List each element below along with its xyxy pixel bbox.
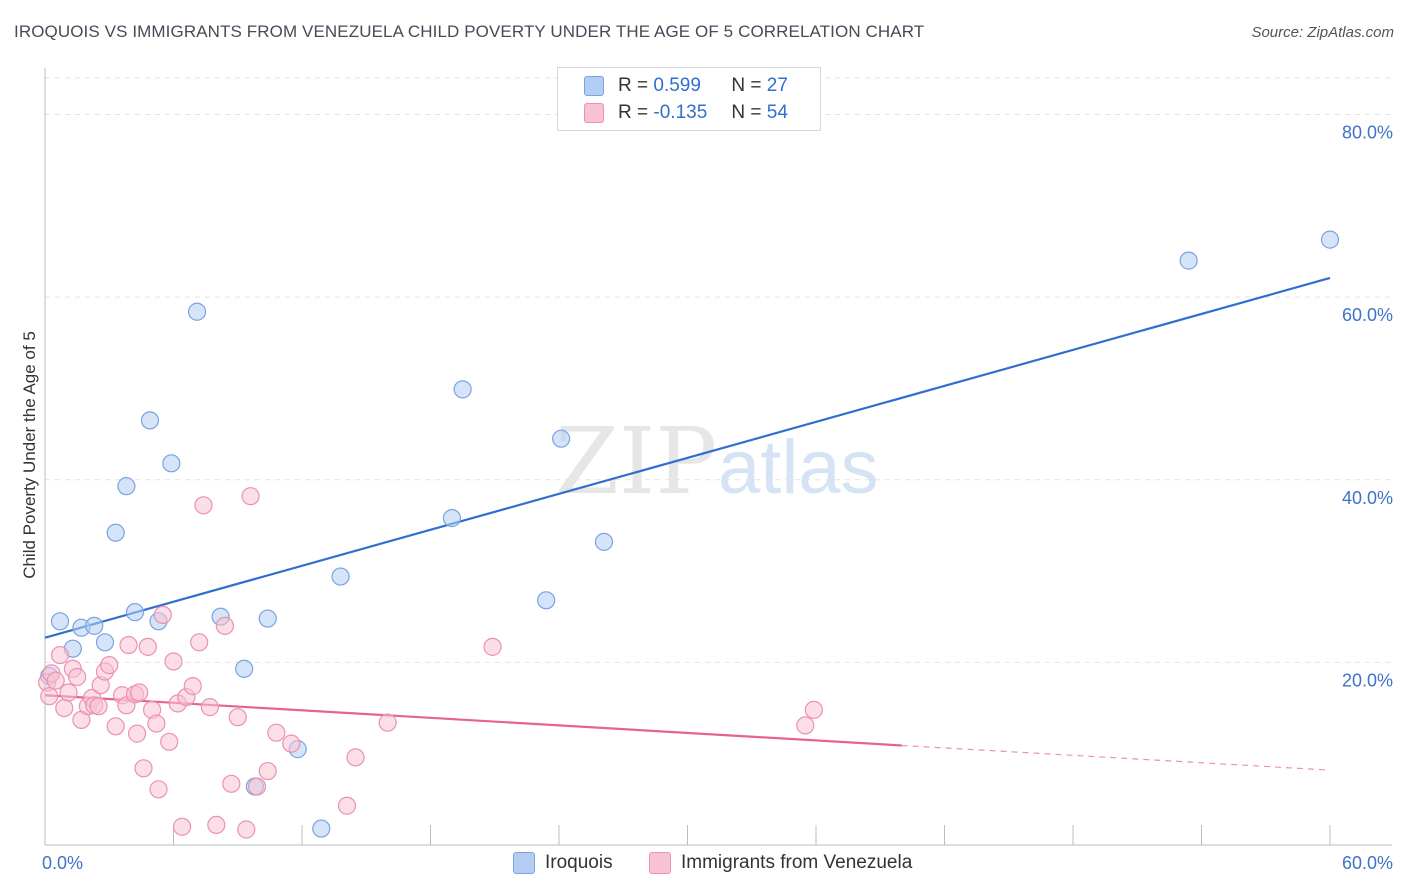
venezuela-point <box>50 645 70 665</box>
venezuela-point <box>228 708 247 727</box>
iroquois-point <box>594 532 614 551</box>
venezuela-point <box>100 656 119 675</box>
venezuela-point <box>160 732 179 751</box>
venezuela-point <box>237 820 256 839</box>
y-tick-label: 60.0% <box>1342 305 1393 325</box>
iroquois-trend-line <box>44 276 1331 639</box>
venezuela-point <box>241 487 260 506</box>
venezuela-point <box>153 605 172 625</box>
venezuela-point <box>200 698 220 717</box>
watermark-zip: ZIP <box>555 408 717 515</box>
venezuela-point <box>282 734 301 753</box>
venezuela-point <box>134 759 153 778</box>
legend-label-iroquois: Iroquois <box>545 852 613 873</box>
axes <box>44 68 1392 846</box>
source-label: Source: ZipAtlas.com <box>1251 24 1394 41</box>
trend-lines <box>44 276 1331 771</box>
n-label: N = <box>731 75 762 96</box>
venezuela-point <box>55 698 74 718</box>
legend-swatch-iroquois <box>513 852 535 874</box>
iroquois-point <box>117 477 136 496</box>
iroquois-point <box>331 567 350 586</box>
iroquois-point <box>125 603 145 622</box>
venezuela-point <box>164 652 183 671</box>
venezuela-point <box>258 761 277 781</box>
venezuela-point <box>147 714 166 733</box>
venezuela-point <box>378 713 397 732</box>
r-label: R = <box>618 102 649 123</box>
venezuela-point <box>215 616 234 635</box>
iroquois-point <box>95 633 115 652</box>
r-label: R = <box>618 75 649 96</box>
stats-legend: R = 0.599 N = 27 R = -0.135 N = 54 <box>557 67 821 131</box>
watermark: ZIP atlas <box>555 408 879 515</box>
venezuela-point <box>130 683 149 702</box>
stats-row-iroquois: R = 0.599 N = 27 <box>584 73 788 99</box>
venezuela-point <box>149 780 168 799</box>
x-tick-label-end: 60.0% <box>1342 853 1393 873</box>
series-legend: Iroquois Immigrants from Venezuela <box>0 852 1406 878</box>
iroquois-point <box>106 523 125 542</box>
iroquois-point <box>1320 230 1340 249</box>
n-value: 54 <box>766 102 788 123</box>
iroquois-point <box>258 609 277 628</box>
venezuela-point <box>247 777 267 796</box>
venezuela-point <box>127 724 147 743</box>
x-tick-label-start: 0.0% <box>42 853 83 873</box>
iroquois-point <box>1179 251 1198 270</box>
iroquois-point <box>312 819 331 838</box>
iroquois-point <box>50 612 70 631</box>
venezuela-point <box>337 796 357 815</box>
venezuela-point <box>190 633 209 652</box>
iroquois-point <box>537 591 556 610</box>
r-value: -0.135 <box>653 102 708 123</box>
iroquois-point <box>162 454 181 473</box>
legend-item-venezuela: Immigrants from Venezuela <box>649 852 912 874</box>
iroquois-point <box>552 429 571 448</box>
venezuela-point <box>346 748 365 767</box>
venezuela-point <box>119 635 138 655</box>
venezuela-point <box>46 671 65 690</box>
iroquois-point <box>85 616 104 635</box>
grid-lines <box>45 77 1392 663</box>
iroquois-point <box>442 509 462 528</box>
venezuela-point <box>59 683 78 702</box>
venezuela-point <box>106 717 125 736</box>
venezuela-point <box>89 697 108 716</box>
venezuela-point <box>183 677 202 696</box>
legend-label-venezuela: Immigrants from Venezuela <box>681 852 913 873</box>
venezuela-point <box>267 723 286 742</box>
iroquois-point <box>235 659 254 678</box>
venezuela-point <box>68 667 87 687</box>
venezuela-swatch <box>584 103 604 123</box>
watermark-atlas: atlas <box>718 425 879 510</box>
venezuela-point <box>796 716 815 735</box>
venezuela-point <box>483 637 502 656</box>
y-tick-label: 20.0% <box>1342 670 1393 690</box>
venezuela-point <box>207 815 226 835</box>
n-label: N = <box>731 102 762 123</box>
n-value: 27 <box>766 75 788 96</box>
iroquois-point <box>453 380 472 399</box>
venezuela-point <box>194 496 213 515</box>
iroquois-point <box>187 302 207 321</box>
venezuela-point <box>804 700 823 719</box>
y-tick-label: 40.0% <box>1342 488 1393 508</box>
iroquois-point <box>140 411 160 430</box>
iroquois-swatch <box>584 76 604 96</box>
tick-labels: 20.0% 40.0% 60.0% 80.0% 0.0% 60.0% <box>42 123 1393 873</box>
stats-row-venezuela: R = -0.135 N = 54 <box>584 100 788 126</box>
venezuela-point <box>172 817 192 836</box>
r-value: 0.599 <box>653 75 701 96</box>
y-tick-label: 80.0% <box>1342 123 1393 143</box>
chart-title: IROQUOIS VS IMMIGRANTS FROM VENEZUELA CH… <box>14 22 925 41</box>
venezuela-point <box>138 637 157 656</box>
legend-item-iroquois: Iroquois <box>513 852 613 874</box>
venezuela-point <box>222 774 241 793</box>
venezuela-trend-extension <box>901 744 1331 771</box>
data-points <box>38 230 1340 839</box>
legend-swatch-venezuela <box>649 852 671 874</box>
venezuela-point <box>40 687 59 706</box>
